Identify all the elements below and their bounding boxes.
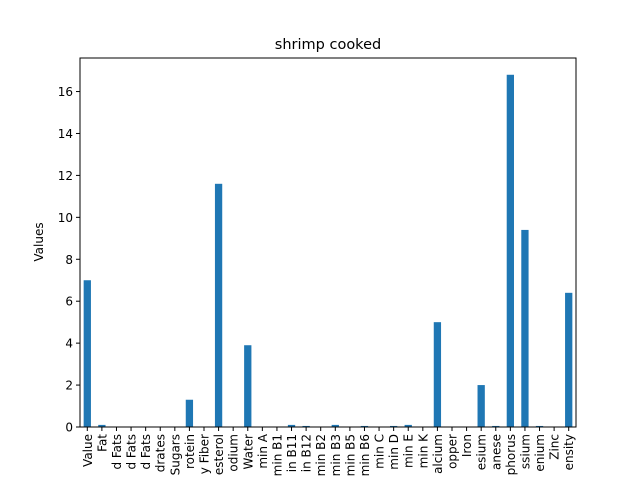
x-tick-label: min E	[402, 434, 416, 468]
bar	[506, 74, 514, 428]
bar	[521, 229, 529, 427]
bar	[565, 292, 573, 427]
x-tick-label: alcium	[431, 434, 445, 474]
chart-title: shrimp cooked	[275, 37, 381, 53]
x-tick-label: odium	[227, 434, 241, 472]
bar	[433, 322, 442, 427]
x-tick-label: esterol	[212, 434, 226, 475]
y-tick-label: 4	[65, 337, 73, 351]
x-tick-label: opper	[446, 434, 460, 469]
x-tick-label: anese	[489, 434, 503, 470]
x-tick-label: min B2	[314, 434, 328, 476]
bars-group	[83, 74, 573, 428]
x-tick-label: Sugars	[168, 434, 182, 475]
x-tick-label: d Fats	[110, 434, 124, 470]
bar	[214, 183, 223, 427]
bar	[477, 385, 485, 427]
x-tick-label: y Fiber	[198, 434, 212, 474]
x-tick-label: phorus	[504, 434, 518, 475]
bar	[287, 424, 296, 427]
x-tick-label: min B3	[329, 434, 343, 476]
x-tick-label: min A	[256, 433, 270, 468]
x-tick-label: min C	[373, 434, 387, 469]
y-tick-label: 6	[65, 295, 73, 309]
x-tick-label: Value	[81, 434, 95, 467]
bar	[390, 425, 398, 427]
bar	[302, 425, 310, 427]
plot-frame	[79, 57, 577, 428]
x-tick-label: drates	[154, 434, 168, 472]
x-tick-label: ssium	[518, 434, 532, 469]
bar	[98, 424, 106, 427]
bar	[404, 424, 412, 427]
x-axis: Value Fat d Fats d Fats d Fats drates Sugars ro…	[81, 427, 576, 476]
x-tick-label: esium	[475, 434, 489, 470]
x-tick-label: ensity	[562, 434, 576, 470]
bar	[185, 399, 194, 427]
bar	[360, 425, 369, 427]
bar	[83, 280, 91, 427]
x-tick-label: d Fats	[125, 434, 139, 470]
x-tick-label: in B11	[285, 434, 299, 472]
bar	[535, 425, 544, 427]
y-tick-label: 14	[58, 127, 73, 141]
x-tick-label: Zinc	[548, 434, 562, 460]
x-tick-label: enium	[533, 434, 547, 472]
y-tick-label: 2	[65, 379, 73, 393]
y-tick-label: 8	[65, 253, 73, 267]
x-tick-label: in B12	[300, 434, 314, 472]
x-tick-label: d Fats	[139, 434, 153, 470]
y-tick-label: 16	[58, 85, 73, 99]
y-tick-label: 10	[58, 211, 73, 225]
bar	[492, 425, 500, 427]
bar	[331, 424, 339, 427]
x-tick-label: Water	[241, 434, 255, 470]
x-tick-label: min B5	[343, 434, 357, 476]
x-tick-label: Fat	[95, 434, 109, 452]
y-axis-label: Values	[32, 222, 46, 261]
x-tick-label: rotein	[183, 434, 197, 469]
y-axis: 0 2 4 6 8 10 12 14 16	[58, 85, 80, 435]
x-tick-label: Iron	[460, 434, 474, 457]
bar	[244, 345, 252, 427]
x-tick-label: min D	[387, 434, 401, 470]
y-tick-label: 0	[65, 421, 73, 435]
x-tick-label: min B1	[270, 434, 284, 476]
x-tick-label: min K	[416, 433, 430, 468]
x-tick-label: min B6	[358, 434, 372, 476]
y-tick-label: 12	[58, 169, 73, 183]
